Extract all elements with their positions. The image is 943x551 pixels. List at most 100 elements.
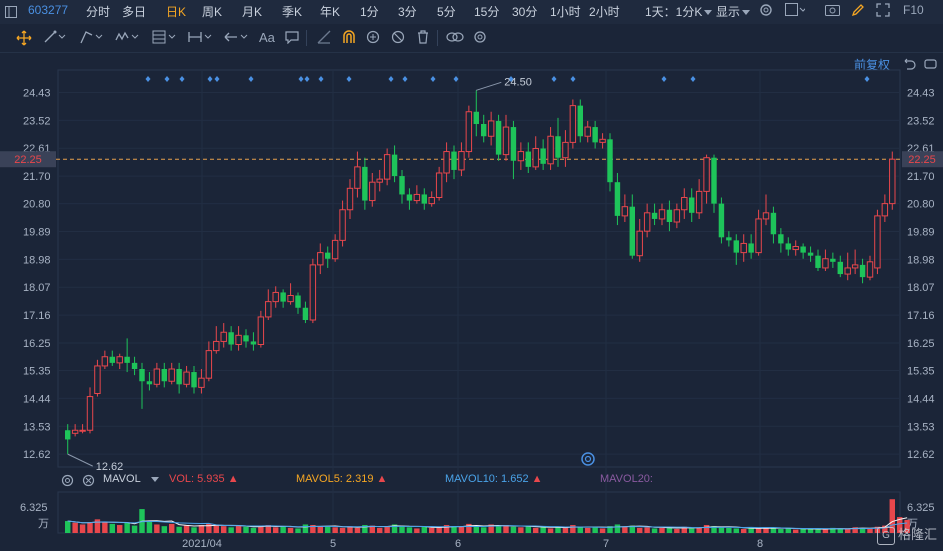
crosshair-move-icon[interactable] <box>16 30 32 46</box>
period-tab-1[interactable]: 多日 <box>122 5 147 19</box>
undo-icon[interactable] <box>902 57 916 71</box>
x-tick-label: 8 <box>757 538 763 550</box>
volume-bar <box>399 525 405 533</box>
indicator-settings-icon[interactable] <box>61 474 75 488</box>
volume-bar <box>822 529 829 533</box>
volume-bar <box>889 499 895 533</box>
period-tab-2[interactable]: 日K <box>166 5 187 19</box>
event-marker-icon <box>248 76 254 82</box>
candle-body-up <box>354 166 361 189</box>
volume-bar <box>793 529 799 533</box>
candle-body-up <box>443 151 450 174</box>
y-tick-label-right: 17.16 <box>907 310 935 322</box>
wave-tool-icon[interactable] <box>115 30 139 44</box>
volume-bar <box>258 525 264 533</box>
period-tab-7[interactable]: 1分 <box>360 5 379 19</box>
ticker-code[interactable]: 603277 <box>28 3 69 17</box>
y-tick-label-left: 19.89 <box>23 226 51 238</box>
event-marker-icon <box>430 76 436 82</box>
period-tab-13[interactable]: 2小时 <box>589 5 620 19</box>
volume-bar <box>629 525 635 533</box>
ruler-angle-icon[interactable] <box>317 30 331 44</box>
toolbar-settings-icon[interactable] <box>473 30 487 44</box>
forward-adjust-label[interactable]: 前复权 <box>853 58 890 72</box>
period-tab-12[interactable]: 1小时 <box>550 5 581 19</box>
candle-body-up <box>79 429 86 432</box>
y-tick-label-left: 13.53 <box>23 421 51 433</box>
channel-tool-icon[interactable] <box>80 30 103 44</box>
close-indicator-icon[interactable] <box>82 474 96 488</box>
chevron-down-icon <box>704 10 713 16</box>
candle-body-up <box>413 193 421 202</box>
period-tab-6[interactable]: 年K <box>320 5 341 19</box>
volume-bar <box>221 526 227 533</box>
settings-icon[interactable] <box>759 3 773 17</box>
arrow-tool-icon[interactable] <box>224 30 248 44</box>
volume-bar <box>770 527 777 533</box>
candle-body-up <box>569 105 577 143</box>
volume-bar <box>547 528 554 533</box>
mavol5-label: MAVOL5: 2.319 ▲ <box>296 473 388 485</box>
f10-button[interactable]: F10 <box>903 3 924 17</box>
volume-bar <box>577 526 583 533</box>
volume-bar <box>533 527 539 533</box>
fullscreen-icon[interactable] <box>876 3 890 17</box>
period-tab-9[interactable]: 5分 <box>437 5 456 19</box>
draw-pen-icon[interactable] <box>851 3 865 17</box>
period-tab-10[interactable]: 15分 <box>474 5 500 19</box>
period-dropdown[interactable]: 1天：1分K <box>645 3 713 20</box>
volume-bar <box>198 525 205 533</box>
volume-bar <box>79 524 86 533</box>
period-tab-4[interactable]: 月K <box>242 5 263 19</box>
event-marker-icon <box>304 76 310 82</box>
magnet-icon[interactable] <box>342 30 356 44</box>
candle-body-down <box>555 136 561 158</box>
hide-drawings-icon[interactable] <box>391 30 405 44</box>
candle-body-up <box>369 181 376 202</box>
event-marker-icon <box>179 76 185 82</box>
fibonacci-tool-icon[interactable] <box>152 30 176 44</box>
trash-icon[interactable] <box>416 30 430 44</box>
chevron-down-icon <box>742 10 751 16</box>
volume-max-left: 6.325 <box>20 502 48 514</box>
sync-icon[interactable] <box>366 30 380 44</box>
volume-bar <box>481 527 487 533</box>
indicator-select[interactable]: MAVOL <box>103 473 159 485</box>
candle-body-up <box>309 264 317 321</box>
display-dropdown[interactable]: 显示 <box>716 3 751 20</box>
comment-tool-icon[interactable] <box>285 30 299 45</box>
link-icon[interactable] <box>446 30 464 44</box>
volume-bar <box>206 523 212 533</box>
period-tab-3[interactable]: 周K <box>202 5 223 19</box>
event-marker-icon <box>207 76 213 82</box>
period-tab-0[interactable]: 分时 <box>86 5 111 19</box>
measure-tool-icon[interactable] <box>188 30 212 44</box>
candle-body-up <box>866 261 874 278</box>
volume-bar <box>429 527 435 533</box>
camera-icon[interactable] <box>825 3 840 17</box>
period-tab-11[interactable]: 30分 <box>512 5 538 19</box>
period-tab-5[interactable]: 季K <box>282 5 303 19</box>
line-tool-icon[interactable] <box>44 30 66 44</box>
y-tick-label-right: 13.53 <box>907 421 935 433</box>
volume-bar <box>421 526 427 533</box>
event-marker-icon <box>346 76 352 82</box>
candle-body-up <box>220 331 227 342</box>
candle-body-down <box>325 252 331 259</box>
text-tool[interactable]: Aa <box>259 30 275 45</box>
sidebar-toggle-icon[interactable] <box>5 5 19 19</box>
candle-body-down <box>191 372 197 388</box>
y-tick-label-left: 18.98 <box>23 254 51 266</box>
candle-body-down <box>510 127 517 161</box>
volume-bar <box>518 527 524 533</box>
volume-bar <box>845 529 851 533</box>
top-bar: 603277 1天：1分K 显示 F10 分时 多日 日K 周K 月K 季K 年K 1分 3分 5… <box>0 0 943 25</box>
y-tick-label-left: 14.44 <box>23 393 51 405</box>
current-price-badge-right <box>902 151 943 168</box>
volume-bar <box>228 527 234 533</box>
minimize-icon[interactable] <box>924 57 938 71</box>
period-tab-8[interactable]: 3分 <box>398 5 417 19</box>
candle-body-down <box>295 295 301 308</box>
candle-body-up <box>101 356 109 367</box>
